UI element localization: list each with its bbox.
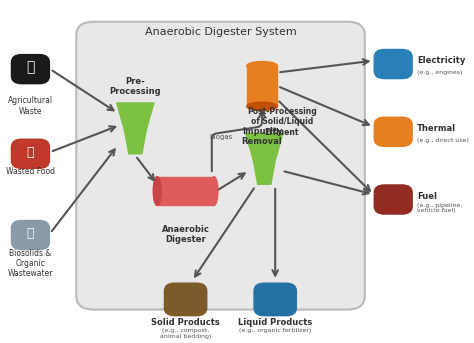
FancyBboxPatch shape xyxy=(76,22,365,310)
Text: (e.g., direct use): (e.g., direct use) xyxy=(417,138,469,143)
FancyBboxPatch shape xyxy=(253,283,297,316)
Text: Liquid Products: Liquid Products xyxy=(238,318,312,327)
Text: Post-Processing
of Solid/Liquid
Effluent: Post-Processing of Solid/Liquid Effluent xyxy=(247,107,317,137)
Text: Solid Products: Solid Products xyxy=(151,318,220,327)
Text: Biogas: Biogas xyxy=(209,134,232,140)
Ellipse shape xyxy=(153,177,161,205)
Text: Electricity: Electricity xyxy=(417,56,465,65)
Text: (e.g., organic fertilizer): (e.g., organic fertilizer) xyxy=(239,328,311,333)
Polygon shape xyxy=(117,103,154,130)
Ellipse shape xyxy=(247,61,277,70)
Polygon shape xyxy=(253,161,275,184)
Text: Anaerobic Digester System: Anaerobic Digester System xyxy=(145,27,296,37)
FancyBboxPatch shape xyxy=(374,117,413,147)
FancyBboxPatch shape xyxy=(374,184,413,215)
Text: Anaerobic
Digester: Anaerobic Digester xyxy=(162,225,210,244)
Text: Impurity
Removal: Impurity Removal xyxy=(242,127,283,146)
Text: Agricultural
Waste: Agricultural Waste xyxy=(8,96,53,116)
Polygon shape xyxy=(124,130,146,154)
Text: Wasted Food: Wasted Food xyxy=(6,167,55,176)
Ellipse shape xyxy=(247,102,277,110)
Polygon shape xyxy=(247,66,277,106)
Text: Pre-
Processing: Pre- Processing xyxy=(109,77,161,96)
FancyBboxPatch shape xyxy=(11,220,50,250)
Text: (e.g., pipeline,
vehicle fuel): (e.g., pipeline, vehicle fuel) xyxy=(417,203,463,213)
Ellipse shape xyxy=(210,177,218,205)
Text: Thermal: Thermal xyxy=(417,124,456,133)
Text: 🐄: 🐄 xyxy=(26,60,35,74)
Text: 💧: 💧 xyxy=(27,227,34,240)
FancyBboxPatch shape xyxy=(374,49,413,79)
Text: (e.g., engines): (e.g., engines) xyxy=(417,70,463,75)
Text: Biosolids &
Organic
Wastewater: Biosolids & Organic Wastewater xyxy=(8,249,53,279)
FancyBboxPatch shape xyxy=(11,54,50,84)
Polygon shape xyxy=(157,177,214,205)
FancyBboxPatch shape xyxy=(11,139,50,169)
FancyBboxPatch shape xyxy=(164,283,208,316)
Text: Fuel: Fuel xyxy=(417,192,437,201)
Text: (e.g., compost,
animal bedding): (e.g., compost, animal bedding) xyxy=(160,328,211,339)
Polygon shape xyxy=(246,133,283,161)
Text: 🍎: 🍎 xyxy=(27,145,34,158)
